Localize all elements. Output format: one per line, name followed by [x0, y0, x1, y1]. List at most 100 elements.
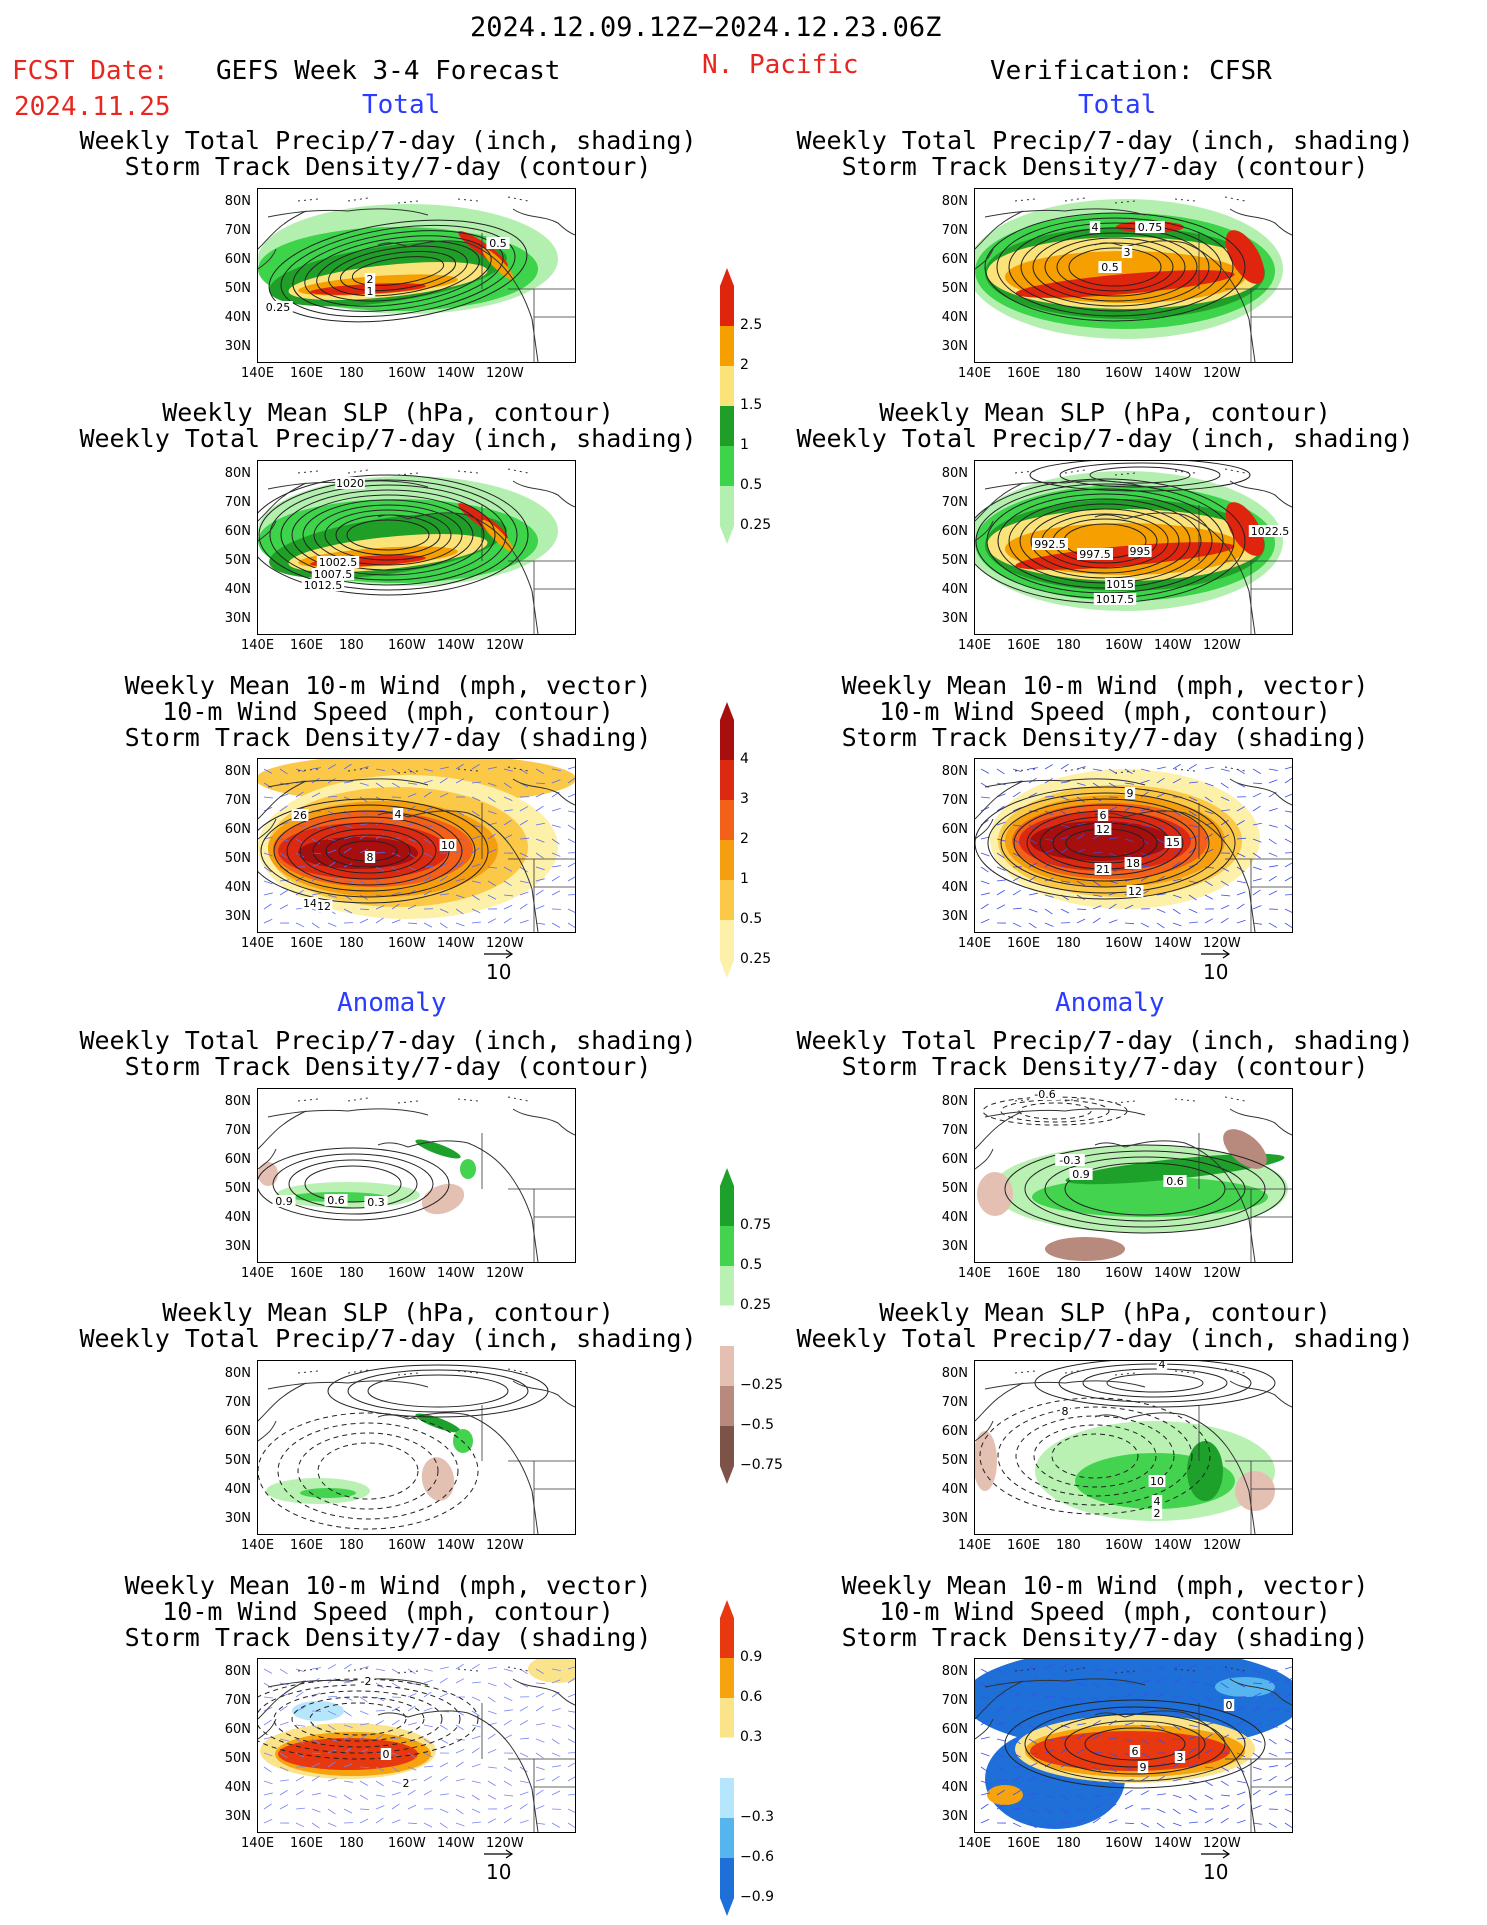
- contour-label: 26: [291, 809, 309, 822]
- section-anomaly-right: Anomaly: [1055, 988, 1165, 1018]
- colorbar-segment: [720, 1226, 734, 1266]
- lat-tick-label: 60N: [224, 1152, 251, 1167]
- lat-tick-label: 50N: [224, 1181, 251, 1196]
- contour-label: 1012.5: [301, 579, 345, 592]
- coastline: [258, 196, 575, 362]
- svg-text:2: 2: [403, 1777, 410, 1790]
- contour-label: 0.5: [486, 237, 510, 250]
- slp-isobar: [258, 479, 518, 591]
- speed-contour: [1000, 798, 1210, 888]
- colorbar-graphic: [720, 702, 734, 978]
- svg-text:0.3: 0.3: [367, 1196, 385, 1209]
- svg-text:3: 3: [1177, 1751, 1184, 1764]
- lon-tick-label: 140E: [958, 1538, 992, 1553]
- contour-label: 0.6: [1163, 1175, 1187, 1188]
- map-canvas: -0.6 -0.30.9 0.6: [975, 1089, 1292, 1262]
- svg-text:0.75: 0.75: [1138, 221, 1163, 234]
- map-canvas: 0.5 21 0.25: [258, 196, 575, 362]
- title-fc-wind-anom: Weekly Mean 10-m Wind (mph, vector) 10-m …: [124, 1571, 652, 1652]
- speed-contour: [325, 834, 411, 868]
- svg-text:4: 4: [1159, 1361, 1166, 1371]
- lat-tick-label: 50N: [224, 281, 251, 296]
- svg-text:1012.5: 1012.5: [304, 579, 343, 592]
- lat-tick-label: 80N: [941, 1366, 968, 1381]
- lat-tick-label: 60N: [224, 252, 251, 267]
- speed-anom-contour-neg: [309, 1702, 407, 1736]
- section-total-right: Total: [1078, 90, 1157, 120]
- lat-tick-label: 70N: [941, 1693, 968, 1708]
- svg-text:1015: 1015: [1106, 578, 1134, 591]
- title-fc-precip-total: Weekly Total Precip/7-day (inch, shading…: [79, 126, 697, 181]
- svg-text:995: 995: [1130, 545, 1151, 558]
- slp-isobar: [269, 484, 507, 586]
- lat-tick-label: 40N: [224, 1482, 251, 1497]
- map-ob-slp-total: 1022.5 992.5 997.5 995 1015 1017.5: [974, 460, 1293, 635]
- lat-tick-label: 80N: [224, 1094, 251, 1109]
- lon-tick-label: 120W: [1203, 366, 1241, 381]
- lon-tick-label: 140E: [958, 1836, 992, 1851]
- lat-tick-label: 70N: [224, 1123, 251, 1138]
- colorbar-label: 0.3: [740, 1729, 763, 1745]
- lon-tick-label: 140W: [437, 366, 475, 381]
- anom-wet-coast: [1187, 1441, 1223, 1501]
- lon-tick-label: 120W: [1203, 1836, 1241, 1851]
- lat-tick-label: 80N: [224, 466, 251, 481]
- slp-anom-contour-neg: [317, 1442, 419, 1500]
- svg-text:0.6: 0.6: [327, 1194, 345, 1207]
- track-anom-contour: [288, 1159, 418, 1209]
- lat-tick-label: 30N: [224, 1239, 251, 1254]
- slp-isobar: [313, 504, 463, 566]
- anom-dry-west: [258, 1162, 278, 1186]
- arrow-right-icon: [484, 949, 514, 959]
- slp-isobar: [280, 489, 496, 581]
- lat-tick-label: 30N: [941, 909, 968, 924]
- slp-anom-contour-neg: [297, 1432, 439, 1510]
- lat-tick-label: 60N: [941, 252, 968, 267]
- slp-anom-contour-pos: [1106, 1373, 1204, 1393]
- svg-text:2: 2: [1154, 1507, 1161, 1520]
- lon-tick-label: 180: [1056, 366, 1081, 381]
- colorbar-label: −0.25: [740, 1377, 783, 1393]
- lat-tick-label: 40N: [941, 1780, 968, 1795]
- svg-text:0.9: 0.9: [1072, 1168, 1090, 1181]
- lat-tick-label: 80N: [941, 1094, 968, 1109]
- lat-tick-label: 60N: [941, 1722, 968, 1737]
- contour-label: 992.5: [1032, 538, 1068, 551]
- contour-label: 1017.5: [1093, 593, 1137, 606]
- map-canvas: 0.9 0.6 0.3: [258, 1096, 575, 1262]
- contour-label: 4: [1156, 1361, 1168, 1371]
- lon-tick-label: 160E: [290, 1538, 324, 1553]
- map-fc-precip-total: 0.5 2 1 0.25: [257, 188, 576, 363]
- lon-tick-label: 140E: [241, 1836, 275, 1851]
- lon-tick-label: 180: [1056, 1538, 1081, 1553]
- lon-tick-label: 160E: [1007, 638, 1041, 653]
- track-anom-pos-sw: [987, 1785, 1023, 1805]
- anom-dry: [421, 1183, 465, 1215]
- contour-label: 1020: [335, 477, 365, 490]
- speed-anom-contour: [1084, 1727, 1186, 1761]
- contour-label: 9: [1137, 1761, 1149, 1774]
- lon-tick-label: 180: [339, 1266, 364, 1281]
- svg-text:6: 6: [1100, 809, 1107, 822]
- coastline: [975, 1096, 1292, 1262]
- track-contour: [351, 256, 445, 286]
- lat-tick-label: 60N: [941, 1152, 968, 1167]
- svg-text:1: 1: [367, 285, 374, 298]
- svg-text:10: 10: [441, 839, 455, 852]
- svg-text:4: 4: [1154, 1495, 1161, 1508]
- lon-tick-label: 140W: [437, 1836, 475, 1851]
- lat-tick-label: 50N: [941, 851, 968, 866]
- slp-isobar: [1008, 498, 1202, 584]
- svg-text:992.5: 992.5: [1034, 538, 1066, 551]
- contour-label: 3: [1121, 246, 1133, 259]
- lon-tick-label: 160W: [388, 1538, 426, 1553]
- anom-wet-moderate: [300, 1488, 356, 1498]
- svg-text:21: 21: [1096, 863, 1110, 876]
- lon-tick-label: 160W: [388, 366, 426, 381]
- speed-anom-contour-neg: [291, 1696, 425, 1742]
- speed-contour: [258, 798, 489, 904]
- anom-wet-moderate: [1032, 1177, 1268, 1217]
- track-anom-contour-neg: [1000, 1099, 1110, 1123]
- colorbar-segment: [720, 406, 734, 446]
- lat-tick-label: 30N: [941, 1239, 968, 1254]
